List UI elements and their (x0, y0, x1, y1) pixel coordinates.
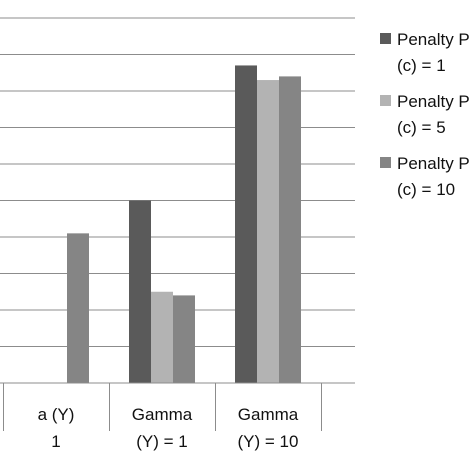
bar-2-3 (257, 80, 279, 384)
x-tick-label: a (Y) (38, 405, 75, 424)
x-tick-label: (Y) = 1 (136, 432, 188, 451)
x-tick-labels: a (Y) 1 Gamma (Y) = 1 Gamma (Y) = 10 (38, 405, 299, 451)
legend-swatch (380, 157, 391, 168)
bar-group (67, 65, 301, 384)
x-tick-label: Gamma (132, 405, 193, 424)
bar-3-3 (279, 76, 301, 384)
bar-1-2 (129, 200, 151, 383)
x-axis (0, 382, 355, 431)
legend-label: (c) = 10 (397, 180, 455, 199)
legend-label: Penalty P (397, 30, 470, 49)
legend-swatch (380, 33, 391, 44)
bar-1-3 (235, 65, 257, 383)
bar-3-2 (173, 295, 195, 383)
legend-label: Penalty P (397, 154, 470, 173)
legend-label: Penalty P (397, 92, 470, 111)
x-tick-label: (Y) = 10 (238, 432, 299, 451)
gridlines (0, 17, 355, 347)
legend-label: (c) = 5 (397, 118, 446, 137)
legend: Penalty P (c) = 1 Penalty P (c) = 5 Penalty … (380, 30, 470, 199)
legend-label: (c) = 1 (397, 56, 446, 75)
legend-swatch (380, 95, 391, 106)
x-tick-label: Gamma (238, 405, 299, 424)
x-tick-label: 1 (51, 432, 60, 451)
bar-2-2 (151, 291, 173, 383)
bar-3-1 (67, 233, 89, 383)
